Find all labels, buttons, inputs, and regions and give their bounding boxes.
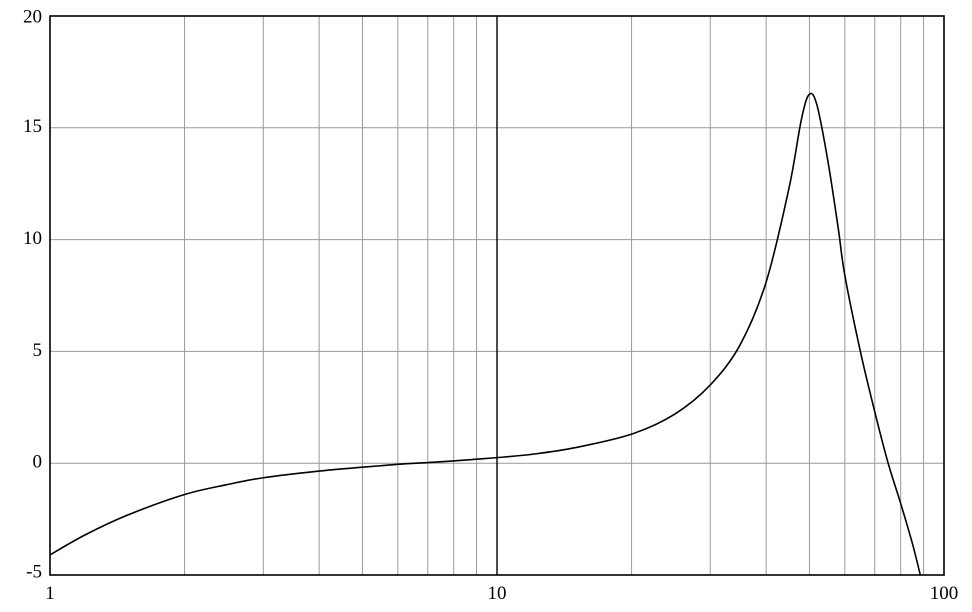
y-tick-label: -5: [26, 561, 42, 582]
y-tick-label: 5: [33, 340, 43, 361]
x-tick-labels: 1 10 100: [45, 583, 958, 604]
y-tick-label: 20: [23, 6, 42, 27]
x-tick-label: 100: [930, 583, 959, 604]
series-layer: [49, 92, 922, 576]
x-tick-label: 10: [488, 583, 507, 604]
x-tick-label: 1: [45, 583, 55, 604]
y-tick-label: 10: [23, 228, 42, 249]
y-tick-label: 0: [33, 452, 43, 473]
series-line: [49, 92, 922, 576]
y-tick-labels: -5 0 5 10 15 20: [23, 6, 42, 582]
y-tick-label: 15: [23, 116, 42, 137]
plot-frame: [49, 15, 945, 576]
